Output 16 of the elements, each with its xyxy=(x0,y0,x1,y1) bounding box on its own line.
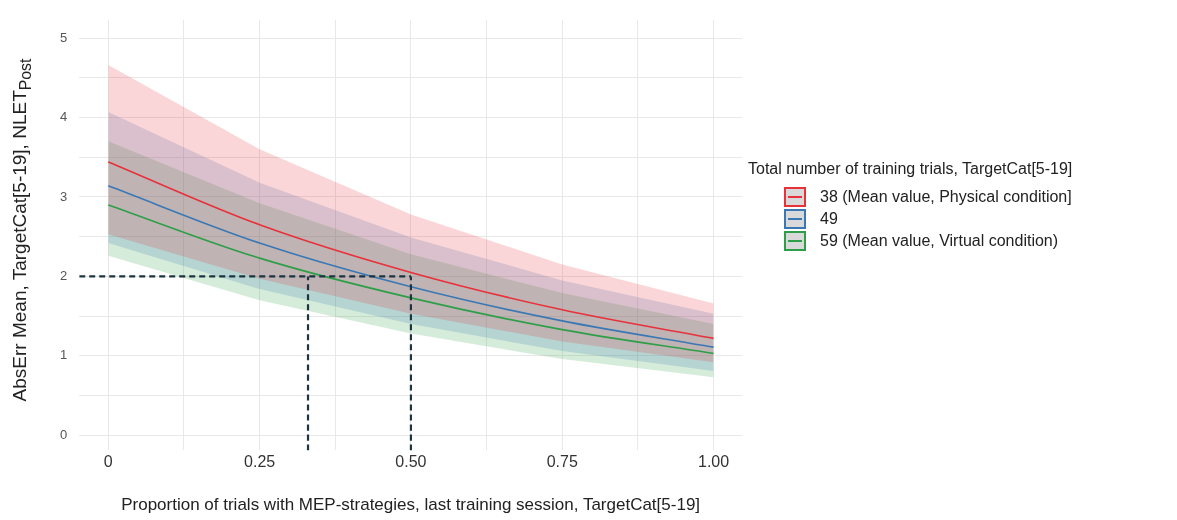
legend-label: 59 (Mean value, Virtual condition) xyxy=(820,232,1059,250)
y-tick-label: 0 xyxy=(60,426,68,442)
y-tick-label: 5 xyxy=(60,29,68,45)
legend-label: 38 (Mean value, Physical condition] xyxy=(820,188,1072,206)
y-tick-label: 2 xyxy=(60,267,68,283)
legend-title: Total number of training trials, TargetCat[5-19] xyxy=(748,160,1073,178)
x-tick-label: 0 xyxy=(103,453,113,471)
legend-label: 49 xyxy=(820,210,838,228)
x-axis-title: Proportion of trials with MEP-strategies, last training session, TargetCat[5-19] xyxy=(121,495,701,515)
y-tick-label: 4 xyxy=(60,109,68,125)
x-tick-label: 0.50 xyxy=(395,453,427,471)
x-tick-label: 0.75 xyxy=(546,453,578,471)
y-tick-label: 1 xyxy=(60,347,68,363)
y-tick-label: 3 xyxy=(60,188,68,204)
x-tick-label: 1.00 xyxy=(697,453,730,471)
x-tick-label: 0.25 xyxy=(244,453,276,471)
